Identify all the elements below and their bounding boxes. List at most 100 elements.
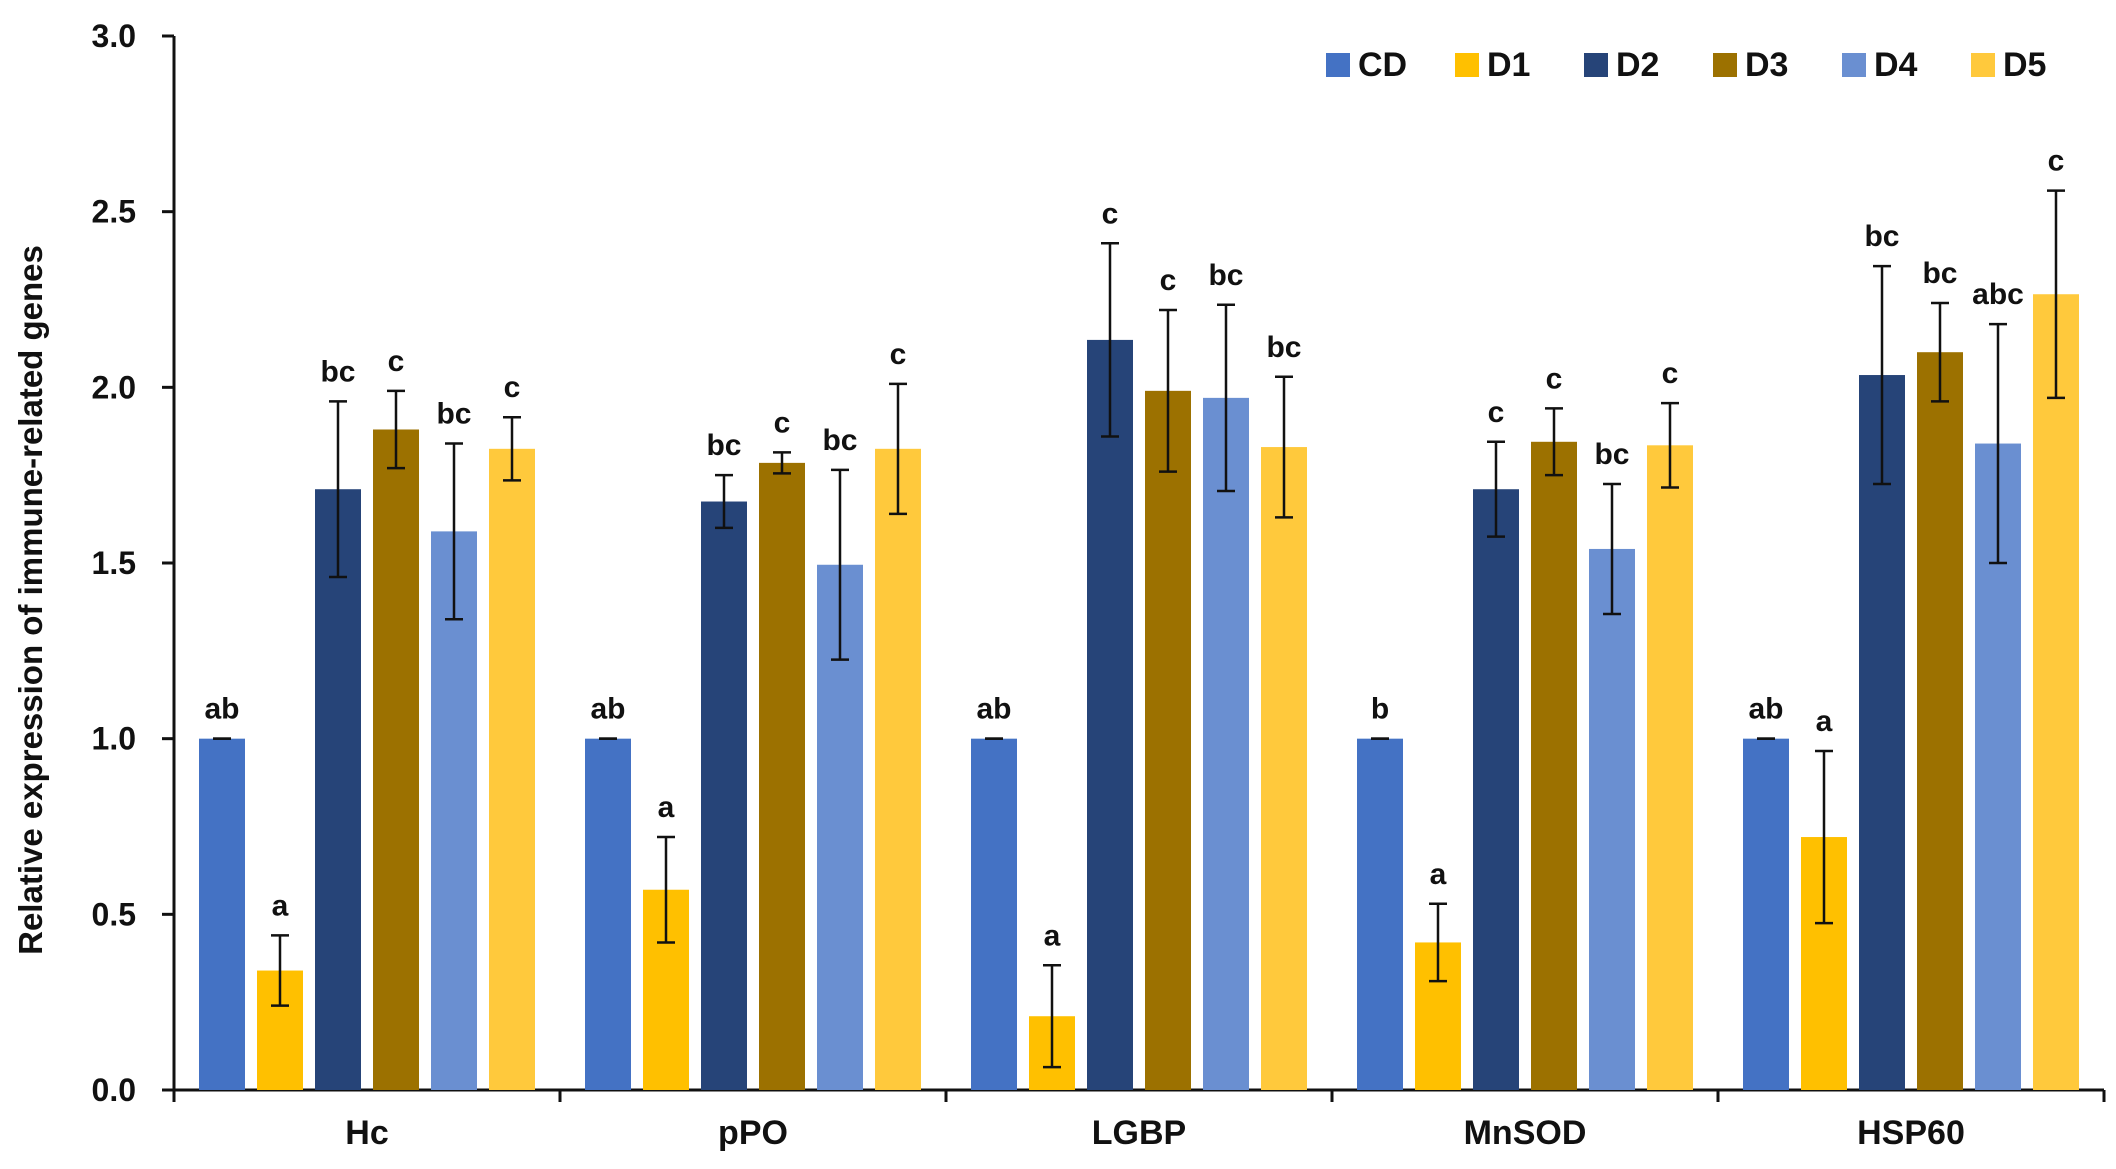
error-bar — [1815, 749, 1833, 925]
legend-swatch — [1713, 53, 1737, 77]
significance-label: b — [1371, 693, 1389, 726]
y-tick-label: 2.0 — [92, 369, 136, 405]
significance-label: bc — [706, 429, 741, 462]
significance-label: bc — [320, 355, 355, 388]
y-tick-label: 0.0 — [92, 1072, 136, 1108]
significance-label: c — [1102, 197, 1119, 230]
legend-label: D1 — [1487, 46, 1530, 84]
bars-group — [199, 294, 2079, 1091]
error-bar — [1429, 902, 1447, 983]
significance-label: c — [388, 345, 405, 378]
x-axis: Hc pPO LGBP MnSOD HSP60 — [172, 1088, 2106, 1152]
y-tick-label: 2.5 — [92, 194, 136, 230]
bar-d2-mnsod — [1473, 489, 1519, 1091]
error-bar — [445, 442, 463, 621]
error-bar — [1159, 308, 1177, 473]
significance-label: bc — [822, 424, 857, 457]
bar-d2-ppo — [701, 501, 747, 1090]
error-bars-group — [213, 189, 2065, 1069]
bar-d5-ppo — [875, 448, 921, 1091]
bar-d4-mnsod — [1589, 548, 1635, 1090]
significance-label: bc — [1922, 257, 1957, 290]
bar-d2-hc — [315, 489, 361, 1091]
error-bar — [2047, 189, 2065, 400]
significance-label: c — [1160, 264, 1177, 297]
significance-label: ab — [590, 693, 625, 726]
significance-label: a — [1430, 858, 1447, 891]
y-tick-label: 1.0 — [92, 721, 136, 757]
error-bar — [503, 415, 521, 482]
legend-label: D5 — [2003, 46, 2046, 84]
significance-label: c — [774, 406, 791, 439]
bar-d4-hc — [431, 531, 477, 1090]
x-category-label: Hc — [345, 1114, 388, 1152]
significance-label: c — [890, 338, 907, 371]
legend-item-d1: D1 — [1455, 46, 1530, 84]
significance-label: c — [1488, 396, 1505, 429]
error-bar — [1603, 482, 1621, 616]
bar-d5-hc — [489, 448, 535, 1091]
significance-label: c — [1662, 357, 1679, 390]
bar-cd-ppo — [585, 738, 631, 1090]
significance-label: c — [504, 371, 521, 404]
error-bar — [1217, 303, 1235, 493]
bar-cd-hc — [199, 738, 245, 1090]
legend-label: D2 — [1616, 46, 1659, 84]
error-bar — [1931, 301, 1949, 403]
bar-cd-mnsod — [1357, 738, 1403, 1090]
legend-item-cd: CD — [1326, 46, 1407, 84]
significance-label: ab — [976, 693, 1011, 726]
significance-label: bc — [1864, 220, 1899, 253]
error-bar — [1989, 322, 2007, 565]
bar-d2-hsp60 — [1859, 375, 1905, 1091]
bar-d5-hsp60 — [2033, 294, 2079, 1091]
error-bar — [657, 835, 675, 944]
significance-label: a — [658, 791, 675, 824]
bar-cd-lgbp — [971, 738, 1017, 1090]
significance-label: bc — [1266, 331, 1301, 364]
y-axis: 0.0 0.5 1.0 1.5 2.0 2.5 3.0 — [92, 18, 176, 1108]
y-tick-label: 1.5 — [92, 545, 136, 581]
bar-d5-lgbp — [1261, 447, 1307, 1090]
legend-label: CD — [1358, 46, 1407, 84]
bar-d2-lgbp — [1087, 339, 1133, 1090]
error-bar — [831, 468, 849, 661]
bar-d4-lgbp — [1203, 397, 1249, 1091]
legend-swatch — [1584, 53, 1608, 77]
error-bar — [1661, 401, 1679, 489]
error-bar — [889, 382, 907, 516]
significance-label: bc — [1594, 438, 1629, 471]
bar-cd-hsp60 — [1743, 738, 1789, 1090]
x-category-label: HSP60 — [1857, 1114, 1965, 1152]
error-bar — [773, 451, 791, 475]
legend-item-d4: D4 — [1842, 46, 1918, 84]
error-bar — [1545, 407, 1563, 477]
x-category-label: MnSOD — [1464, 1114, 1587, 1152]
significance-label: ab — [1748, 693, 1783, 726]
x-category-label: pPO — [718, 1114, 788, 1152]
legend-swatch — [1455, 53, 1479, 77]
y-tick-label: 3.0 — [92, 18, 136, 54]
legend: CD D1 D2 D3 D4 D5 — [1326, 46, 2046, 84]
legend-label: D3 — [1745, 46, 1788, 84]
x-category-label: LGBP — [1092, 1114, 1186, 1152]
bar-d3-hsp60 — [1917, 352, 1963, 1090]
significance-label: bc — [1208, 259, 1243, 292]
error-bar — [387, 389, 405, 470]
error-bar — [329, 400, 347, 579]
significance-label: a — [1044, 919, 1061, 952]
significance-label: a — [1816, 705, 1833, 738]
y-tick-label: 0.5 — [92, 896, 136, 932]
legend-item-d3: D3 — [1713, 46, 1788, 84]
error-bar — [1101, 242, 1119, 438]
significance-label: c — [2048, 145, 2065, 178]
significance-label: ab — [204, 693, 239, 726]
significance-label: a — [272, 889, 289, 922]
legend-swatch — [1842, 53, 1866, 77]
legend-item-d5: D5 — [1971, 46, 2046, 84]
legend-item-d2: D2 — [1584, 46, 1659, 84]
bar-d3-hc — [373, 429, 419, 1090]
legend-swatch — [1326, 53, 1350, 77]
